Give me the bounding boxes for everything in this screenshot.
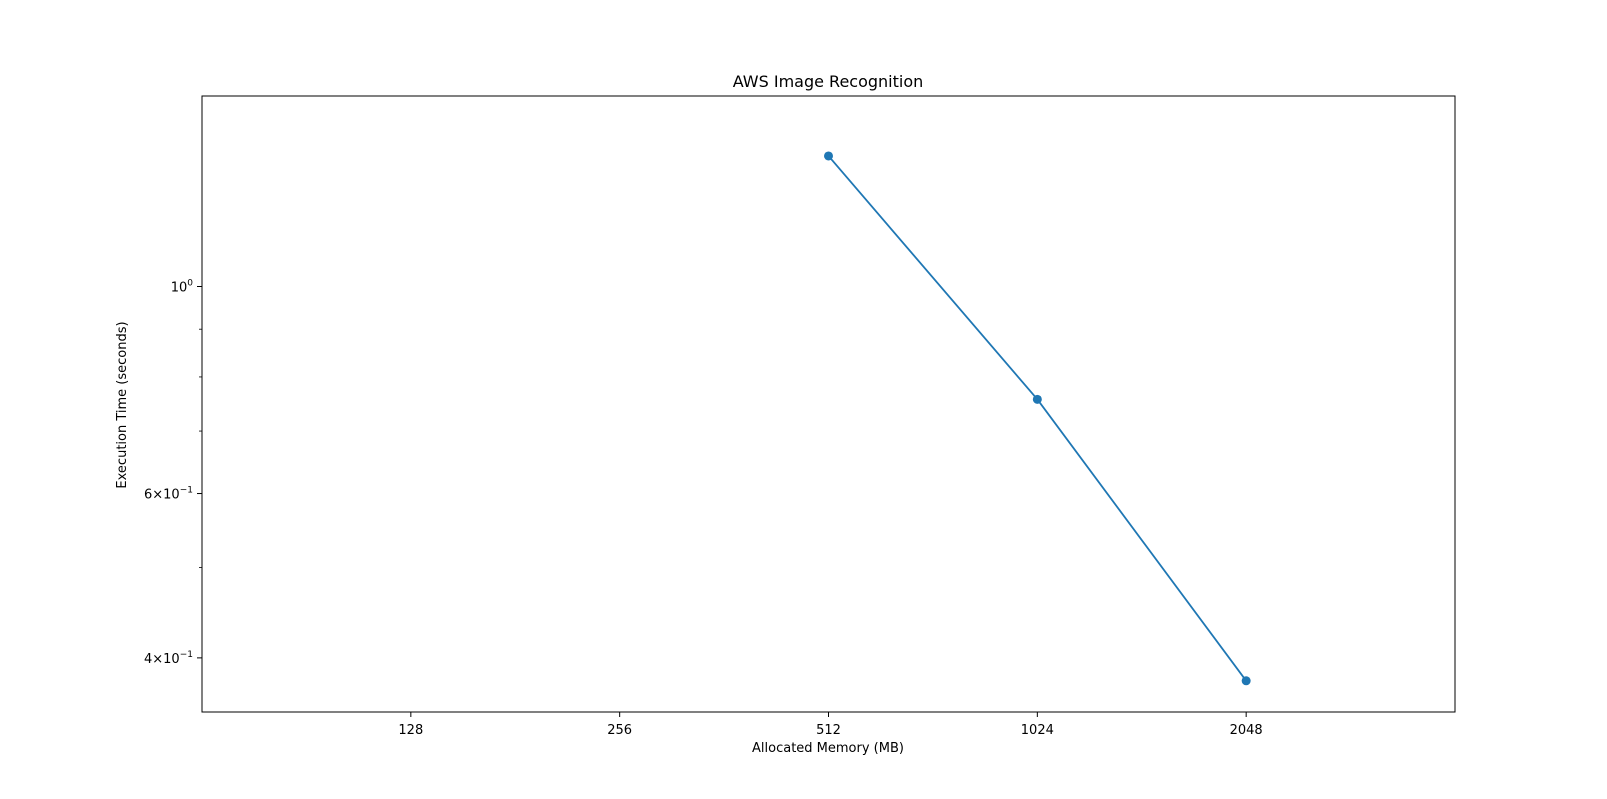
y-axis-label: Execution Time (seconds) bbox=[115, 321, 130, 488]
data-point bbox=[1032, 394, 1042, 404]
plot-frame bbox=[201, 95, 1456, 713]
x-tick-label: 512 bbox=[816, 723, 841, 738]
x-tick-label: 1024 bbox=[1021, 723, 1054, 738]
x-tick-label: 256 bbox=[607, 723, 632, 738]
series-line bbox=[827, 155, 1248, 682]
data-point bbox=[824, 151, 833, 161]
x-tick-label: 128 bbox=[398, 723, 423, 738]
data-point bbox=[1241, 676, 1251, 686]
y-tick-label: 6×10−1 bbox=[144, 486, 193, 503]
x-tick-label: 2048 bbox=[1230, 723, 1263, 738]
chart-title: AWS Image Recognition bbox=[733, 72, 924, 91]
y-tick-label: 4×10−1 bbox=[144, 650, 193, 667]
y-tick-label: 100 bbox=[171, 278, 194, 295]
x-axis-label: Allocated Memory (MB) bbox=[752, 741, 904, 756]
plot-area: 128 256 512 1024 2048 100 6×10−1 4×10−1 bbox=[144, 95, 1456, 738]
